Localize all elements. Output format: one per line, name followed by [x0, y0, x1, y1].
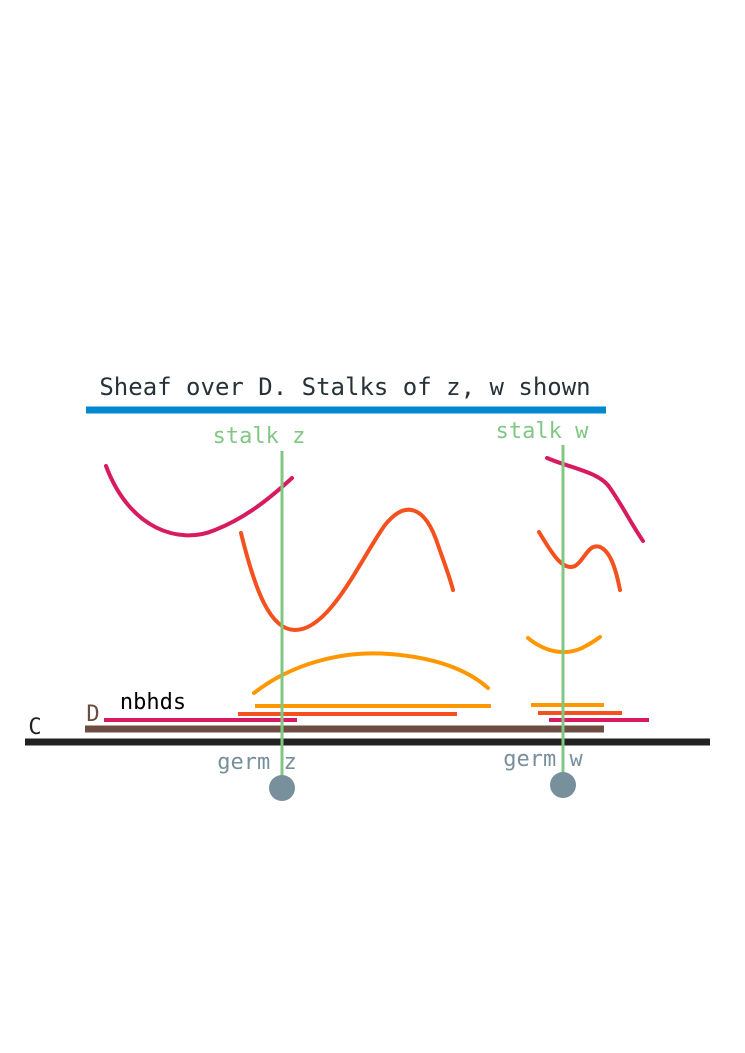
stalk-w-label: stalk w [496, 419, 589, 444]
section-red-orange-right [537, 530, 622, 592]
domain-D-label: D [86, 702, 99, 727]
section-orange-arc [252, 651, 490, 695]
section-magenta-right [545, 456, 645, 543]
section-red-orange-middle [239, 507, 455, 633]
germ-w-label: germ w [503, 747, 583, 772]
stalk-z-label: stalk z [213, 424, 306, 449]
base-C-label: C [28, 715, 41, 740]
germ-z-point [269, 775, 295, 801]
germ-z-label: germ z [217, 750, 296, 775]
diagram-title: Sheaf over D. Stalks of z, w shown [99, 373, 590, 401]
section-orange-small-arc [526, 635, 602, 655]
nbhds-label: nbhds [120, 690, 186, 715]
section-magenta-left [104, 464, 294, 538]
germ-w-point [550, 772, 576, 798]
